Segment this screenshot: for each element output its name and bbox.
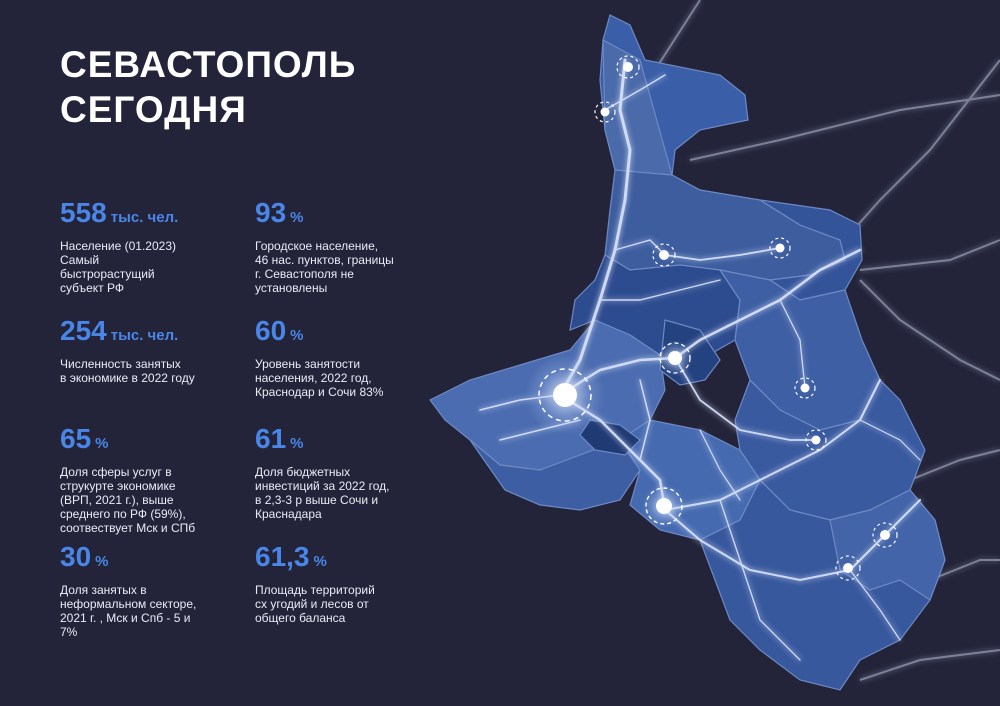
stat-value: 558 bbox=[60, 197, 107, 228]
stat-unit: тыс. чел. bbox=[110, 209, 179, 226]
stat-value: 30 bbox=[60, 541, 92, 572]
stat-value: 60 bbox=[255, 315, 287, 346]
settlement-marker bbox=[843, 563, 853, 573]
stat-value-row: 61,3% bbox=[255, 542, 430, 577]
map-regions bbox=[429, 14, 946, 691]
map-svg bbox=[429, 0, 1000, 691]
stat-unit: % bbox=[290, 327, 304, 344]
settlement-ring bbox=[652, 243, 676, 267]
settlement-marker bbox=[600, 107, 610, 117]
settlement-marker bbox=[800, 383, 810, 393]
title-line-2: СЕГОДНЯ bbox=[60, 89, 247, 130]
settlement-ring bbox=[594, 101, 616, 123]
settlement-ring-main bbox=[538, 368, 592, 422]
stat-value: 61,3 bbox=[255, 541, 310, 572]
stat-description: Численность занятых в экономике в 2022 г… bbox=[60, 357, 195, 385]
stat-budget-investments: 61% Доля бюджетных инвестиций за 2022 го… bbox=[255, 424, 430, 522]
stat-unit: % bbox=[95, 553, 109, 570]
settlement-marker bbox=[623, 62, 633, 72]
outer-roads bbox=[654, 0, 1000, 681]
stat-description: Население (01.2023) Самый быстрорастущий… bbox=[60, 239, 176, 295]
stat-value-row: 558 тыс. чел. bbox=[60, 198, 235, 233]
stat-description: Доля занятых в неформальном секторе, 202… bbox=[60, 583, 197, 639]
settlement-marker bbox=[880, 530, 890, 540]
stat-description: Площадь территорий сх угодий и лесов от … bbox=[255, 583, 375, 625]
stat-employed: 254 тыс. чел. Численность занятых в эконо… bbox=[60, 316, 235, 386]
stat-value-row: 93% bbox=[255, 198, 430, 233]
stat-unit: % bbox=[95, 435, 109, 452]
stat-description: Доля сферы услуг в струкурте экономике (… bbox=[60, 465, 196, 535]
stat-unit: % bbox=[290, 435, 304, 452]
settlement-ring bbox=[794, 377, 816, 399]
settlement-ring bbox=[769, 237, 791, 259]
stat-value: 61 bbox=[255, 423, 287, 454]
stat-value: 65 bbox=[60, 423, 92, 454]
settlement-marker bbox=[668, 351, 682, 365]
stat-value-row: 65% bbox=[60, 424, 235, 459]
stat-value-row: 30% bbox=[60, 542, 235, 577]
stat-employment-rate: 60% Уровень занятости населения, 2022 го… bbox=[255, 316, 430, 400]
stat-value: 93 bbox=[255, 197, 287, 228]
settlement-marker bbox=[659, 250, 669, 260]
settlement-ring bbox=[645, 487, 683, 525]
stat-unit: тыс. чел. bbox=[110, 327, 179, 344]
stat-informal-sector: 30% Доля занятых в неформальном секторе,… bbox=[60, 542, 235, 640]
settlement-ring bbox=[616, 55, 640, 79]
settlement-marker bbox=[656, 498, 672, 514]
settlement-marker bbox=[775, 243, 785, 253]
stat-urban-population: 93% Городское население, 46 нас. пунктов… bbox=[255, 198, 430, 296]
stat-value-row: 61% bbox=[255, 424, 430, 459]
stat-services-share: 65% Доля сферы услуг в струкурте экономи… bbox=[60, 424, 235, 536]
stat-description: Городское население, 46 нас. пунктов, гр… bbox=[255, 239, 394, 295]
stat-population: 558 тыс. чел. Население (01.2023) Самый б… bbox=[60, 198, 235, 296]
stat-value: 254 bbox=[60, 315, 107, 346]
stat-description: Уровень занятости населения, 2022 год, К… bbox=[255, 357, 384, 399]
settlement-ring bbox=[659, 342, 691, 374]
stat-value-row: 60% bbox=[255, 316, 430, 351]
stat-unit: % bbox=[290, 209, 304, 226]
settlement-marker-main bbox=[553, 383, 577, 407]
region-southeast bbox=[829, 489, 946, 601]
stat-agricultural-land: 61,3% Площадь территорий сх угодий и лес… bbox=[255, 542, 430, 626]
sevastopol-map bbox=[420, 0, 1000, 706]
page-title: СЕВАСТОПОЛЬ СЕГОДНЯ bbox=[60, 42, 356, 132]
title-line-1: СЕВАСТОПОЛЬ bbox=[60, 44, 357, 85]
settlement-ring bbox=[835, 555, 861, 581]
stat-unit: % bbox=[313, 553, 327, 570]
settlement-ring bbox=[872, 522, 898, 548]
settlement-ring bbox=[805, 429, 827, 451]
stat-value-row: 254 тыс. чел. bbox=[60, 316, 235, 351]
settlement-markers bbox=[525, 55, 898, 581]
stat-description: Доля бюджетных инвестиций за 2022 год, в… bbox=[255, 465, 390, 521]
settlement-marker bbox=[811, 435, 821, 445]
